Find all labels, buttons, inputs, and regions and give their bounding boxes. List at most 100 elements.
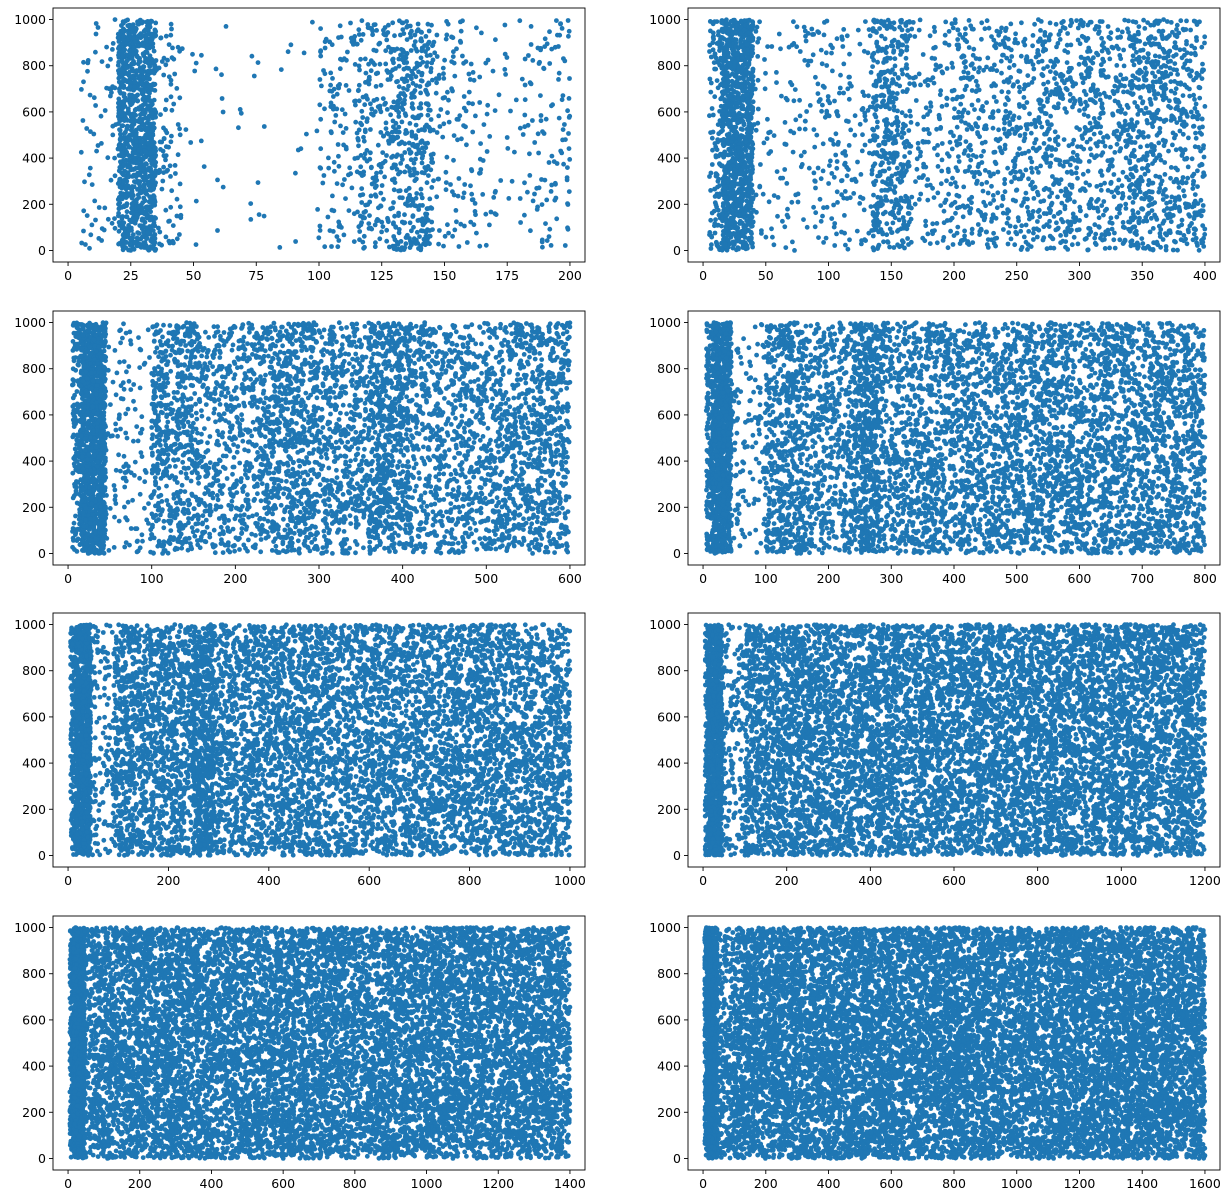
scatter-point <box>729 225 734 230</box>
scatter-point <box>153 154 158 159</box>
scatter-point <box>821 205 826 210</box>
scatter-point <box>111 41 116 46</box>
scatter-point <box>1009 54 1014 59</box>
scatter-point <box>819 109 824 114</box>
scatter-point <box>354 42 359 47</box>
scatter-point <box>128 31 133 36</box>
scatter-point <box>860 149 865 154</box>
scatter-point <box>122 162 127 167</box>
scatter-point <box>469 167 474 172</box>
scatter-point <box>732 128 737 133</box>
scatter-point <box>359 200 364 205</box>
scatter-point <box>723 91 728 96</box>
scatter-point <box>894 96 899 101</box>
scatter-point <box>147 56 152 61</box>
scatter-point <box>176 152 181 157</box>
scatter-point <box>437 73 442 78</box>
scatter-point <box>1048 59 1053 64</box>
scatter-point <box>736 247 741 252</box>
scatter-point <box>361 172 366 177</box>
scatter-point <box>713 67 718 72</box>
scatter-point <box>724 226 729 231</box>
scatter-point <box>888 187 893 192</box>
scatter-point <box>396 211 401 216</box>
scatter-point <box>420 154 425 159</box>
scatter-point <box>708 218 713 223</box>
scatter-point <box>362 234 367 239</box>
scatter-point <box>419 187 424 192</box>
scatter-point <box>751 99 756 104</box>
scatter-point <box>913 179 918 184</box>
scatter-point <box>149 170 154 175</box>
scatter-point <box>395 79 400 84</box>
scatter-point <box>118 67 123 72</box>
scatter-point <box>730 79 735 84</box>
scatter-point <box>167 74 172 79</box>
scatter-point <box>721 151 726 156</box>
scatter-point <box>464 109 469 114</box>
scatter-point <box>994 161 999 166</box>
scatter-point <box>1054 220 1059 225</box>
scatter-point <box>991 198 996 203</box>
scatter-point <box>843 243 848 248</box>
scatter-point <box>972 174 977 179</box>
scatter-point <box>747 178 752 183</box>
scatter-point <box>94 32 99 37</box>
scatter-point <box>421 241 426 246</box>
scatter-point <box>1008 75 1013 80</box>
scatter-point <box>79 150 84 155</box>
scatter-point <box>939 181 944 186</box>
scatter-point <box>561 127 566 132</box>
scatter-point <box>943 20 948 25</box>
scatter-point <box>830 69 835 74</box>
scatter-point <box>336 142 341 147</box>
scatter-point <box>831 203 836 208</box>
scatter-point <box>803 29 808 34</box>
scatter-point <box>169 94 174 99</box>
scatter-point <box>369 165 374 170</box>
scatter-point <box>138 119 143 124</box>
scatter-point <box>735 23 740 28</box>
scatter-point <box>318 77 323 82</box>
scatter-point <box>341 130 346 135</box>
scatter-point <box>420 79 425 84</box>
scatter-point <box>459 29 464 34</box>
scatter-point <box>530 118 535 123</box>
scatter-point <box>984 100 989 105</box>
scatter-point <box>1018 69 1023 74</box>
scatter-point <box>911 20 916 25</box>
scatter-point <box>967 209 972 214</box>
scatter-point <box>856 28 861 33</box>
scatter-point <box>979 37 984 42</box>
scatter-point <box>1032 22 1037 27</box>
scatter-point <box>139 82 144 87</box>
scatter-point <box>871 193 876 198</box>
scatter-point <box>861 196 866 201</box>
scatter-point <box>479 31 484 36</box>
scatter-point <box>554 18 559 23</box>
scatter-point <box>108 57 113 62</box>
scatter-point <box>161 165 166 170</box>
scatter-point <box>172 72 177 77</box>
scatter-point <box>125 214 130 219</box>
scatter-point <box>380 150 385 155</box>
scatter-point <box>409 228 414 233</box>
scatter-point <box>164 34 169 39</box>
scatter-point <box>917 175 922 180</box>
scatter-point <box>347 208 352 213</box>
scatter-point <box>880 93 885 98</box>
scatter-point <box>154 58 159 63</box>
scatter-point <box>926 140 931 145</box>
scatter-point <box>336 220 341 225</box>
scatter-point <box>332 120 337 125</box>
scatter-point <box>378 191 383 196</box>
scatter-point <box>478 141 483 146</box>
scatter-point <box>895 91 900 96</box>
scatter-point <box>175 236 180 241</box>
scatter-point <box>362 102 367 107</box>
scatter-point <box>79 87 84 92</box>
scatter-point <box>961 70 966 75</box>
scatter-point <box>419 246 424 251</box>
scatter-point <box>86 58 91 63</box>
scatter-point <box>88 129 93 134</box>
